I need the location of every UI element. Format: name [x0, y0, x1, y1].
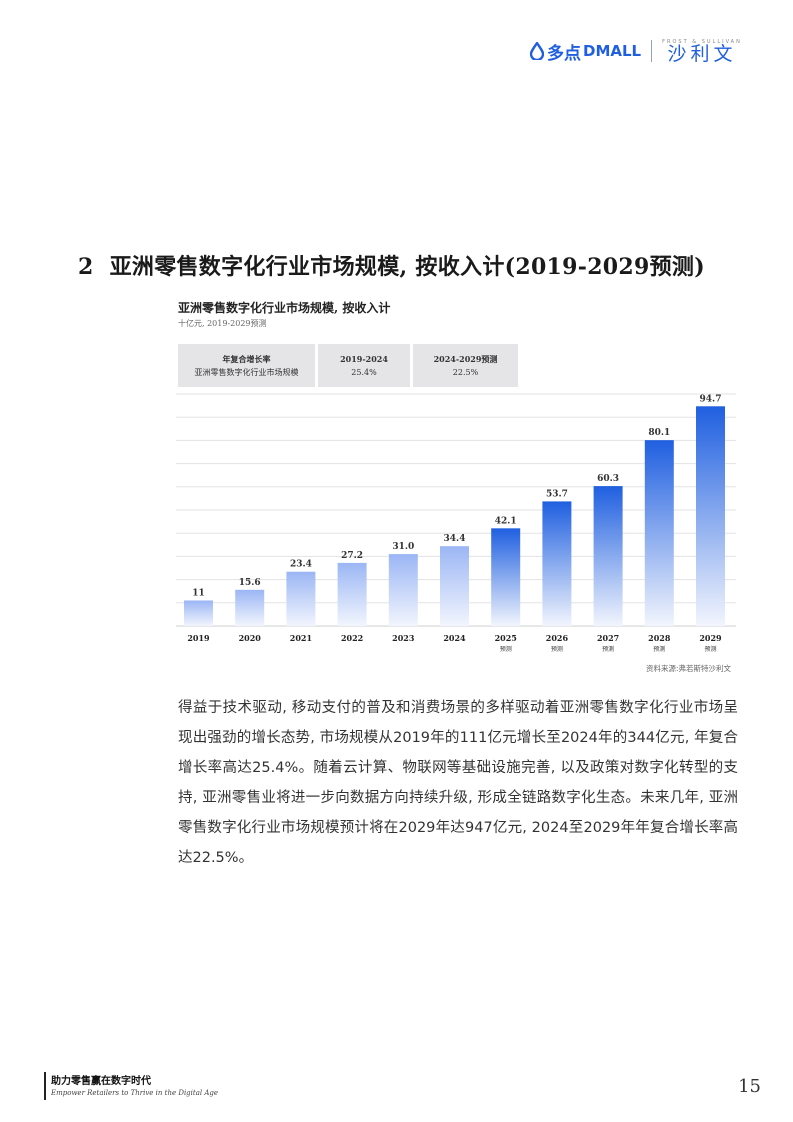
- data-label: 23.4: [290, 560, 312, 570]
- cagr-period: 2024-2029预测: [433, 353, 498, 364]
- x-tick-label: 2029: [699, 633, 722, 643]
- forecast-note: 预测: [653, 645, 665, 653]
- bar: [696, 406, 725, 626]
- bar: [235, 589, 265, 626]
- section-heading: 2 亚洲零售数字化行业市场规模, 按收入计(2019-2029预测): [78, 249, 705, 281]
- cagr-row-label: 亚洲零售数字化行业市场规模: [194, 367, 299, 377]
- footer-en: Empower Retailers to Thrive in the Digit…: [51, 1089, 219, 1097]
- x-tick-label: 2025: [495, 633, 517, 643]
- cagr-period-cell: 2019-2024 25.4%: [318, 344, 410, 387]
- data-label: 31.0: [392, 542, 414, 552]
- bar: [542, 501, 572, 626]
- cagr-head: 年复合增长率: [222, 353, 271, 364]
- frost-sullivan-logo: FROST & SULLIVAN 沙利文: [662, 39, 742, 65]
- cagr-table: 年复合增长率 亚洲零售数字化行业市场规模 2019-2024 25.4% 202…: [178, 344, 518, 387]
- bar: [491, 528, 521, 626]
- bar: [286, 571, 316, 626]
- x-tick-label: 2023: [392, 633, 415, 643]
- dmall-logo-en: DMALL: [583, 42, 642, 60]
- section-title: 亚洲零售数字化行业市场规模, 按收入计(2019-2029预测): [109, 254, 705, 280]
- page-number: 15: [738, 1076, 761, 1097]
- data-label: 80.1: [648, 428, 670, 438]
- bar-chart: 11 2019 15.6 2020 23.4 2021 27.2 2022 31.0 2023 34…: [176, 393, 736, 653]
- chart-title: 亚洲零售数字化行业市场规模, 按收入计: [178, 301, 391, 315]
- x-tick-label: 2026: [546, 633, 569, 643]
- data-label: 27.2: [341, 551, 363, 561]
- forecast-note: 预测: [551, 645, 563, 653]
- frost-logo-cn: 沙利文: [667, 43, 737, 65]
- forecast-note: 预测: [500, 645, 512, 653]
- logo-divider: [651, 40, 653, 62]
- x-tick-label: 2028: [648, 633, 671, 643]
- chart-subtitle: 十亿元, 2019-2029预测: [178, 319, 267, 328]
- footer-cn: 助力零售赢在数字时代: [51, 1076, 151, 1087]
- header-logo: 多点 DMALL FROST & SULLIVAN 沙利文: [530, 36, 742, 66]
- cagr-value: 22.5%: [452, 367, 479, 377]
- forecast-note: 预测: [602, 645, 614, 653]
- forecast-note: 预测: [704, 645, 716, 653]
- x-tick-label: 2027: [597, 633, 619, 643]
- drop-icon: [530, 42, 544, 60]
- chart-source: 资料来源:弗若斯特沙利文: [645, 664, 731, 673]
- x-tick-label: 2021: [290, 633, 312, 643]
- cagr-period: 2019-2024: [340, 353, 388, 364]
- cagr-value: 25.4%: [351, 367, 377, 377]
- bar: [337, 562, 367, 626]
- bar: [440, 546, 469, 626]
- frost-logo-tagline: FROST & SULLIVAN: [662, 39, 742, 45]
- section-number: 2: [78, 254, 94, 280]
- bar: [184, 600, 213, 626]
- data-label: 53.7: [546, 489, 568, 499]
- dmall-logo: 多点 DMALL: [530, 39, 641, 64]
- data-label: 15.6: [239, 578, 261, 588]
- body-paragraph: 得益于技术驱动, 移动支付的普及和消费场景的多样驱动着亚洲零售数字化行业市场呈现…: [178, 700, 738, 866]
- x-tick-label: 2019: [187, 633, 210, 643]
- dmall-logo-cn: 多点: [547, 43, 581, 64]
- data-label: 94.7: [700, 394, 722, 404]
- bar: [388, 554, 418, 626]
- data-label: 11: [192, 588, 205, 598]
- x-tick-label: 2020: [239, 633, 262, 643]
- footer-tagline: 助力零售赢在数字时代 Empower Retailers to Thrive i…: [44, 1072, 218, 1100]
- cagr-label-cell: 年复合增长率 亚洲零售数字化行业市场规模: [178, 344, 315, 387]
- data-label: 42.1: [495, 516, 517, 526]
- data-label: 34.4: [444, 534, 466, 544]
- bar: [593, 486, 623, 626]
- x-tick-label: 2022: [341, 633, 363, 643]
- data-label: 60.3: [597, 474, 619, 484]
- cagr-period-cell: 2024-2029预测 22.5%: [413, 344, 518, 387]
- x-tick-label: 2024: [443, 633, 466, 643]
- bar: [644, 440, 674, 626]
